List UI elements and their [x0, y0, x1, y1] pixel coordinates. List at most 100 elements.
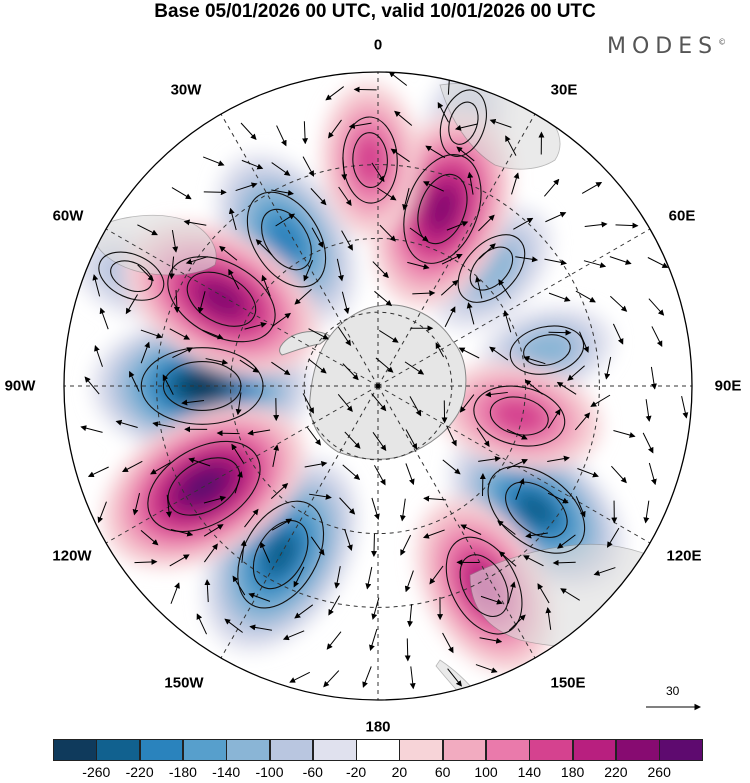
wind-arrow [80, 425, 103, 433]
lon-label-30e: 30E [550, 81, 578, 99]
wind-arrow [440, 279, 459, 296]
wind-arrow [399, 498, 406, 522]
wind-arrow [645, 399, 652, 422]
wind-arrow [498, 279, 512, 299]
wind-arrow [169, 328, 191, 340]
wind-arrow [202, 156, 225, 166]
wind-arrow [271, 189, 294, 196]
wind-arrow [248, 592, 271, 602]
wind-arrow [375, 357, 394, 373]
colorbar-tick-label: 20 [391, 764, 408, 780]
wind-arrow [275, 213, 296, 227]
wind-arrow [447, 668, 462, 687]
colorbar-swatch [399, 739, 444, 761]
wind-arrow [172, 347, 194, 358]
wind-arrow [460, 524, 482, 535]
wind-arrow [271, 361, 291, 376]
low-15e-contour [448, 101, 479, 145]
wind-arrow [478, 455, 501, 462]
wind-arrow [459, 394, 475, 413]
latitude-circle [156, 164, 600, 608]
wind-arrow [308, 358, 327, 374]
wind-arrow [247, 429, 271, 436]
wind-arrow [306, 426, 321, 446]
lon-label-180: 180 [365, 718, 391, 736]
low-60w-contour [261, 208, 312, 271]
wind-arrow [339, 497, 356, 515]
low-90w-contour [162, 361, 242, 411]
wind-arrow [92, 274, 101, 297]
wind-arrow [613, 430, 636, 438]
wind-arrow [441, 253, 463, 265]
wind-arrow [170, 529, 194, 537]
wind-arrow [326, 631, 342, 650]
lon-label-90e: 90E [714, 377, 742, 395]
colorbar-swatch [486, 739, 530, 761]
wind-arrow [173, 290, 180, 314]
wind-arrow [648, 462, 657, 486]
low-120e-contour [487, 465, 586, 554]
wind-arrow [506, 458, 528, 470]
lon-label-0: 0 [373, 36, 383, 54]
wind-arrow [454, 123, 478, 131]
wind-arrow [125, 294, 138, 315]
wind-arrow [394, 110, 413, 126]
wind-arrow [196, 613, 207, 635]
wind-arrow [376, 187, 397, 201]
wind-arrow [272, 312, 291, 327]
colorbar-tick-label: 260 [647, 764, 671, 780]
wind-arrow [437, 101, 449, 123]
colorbar-swatch [529, 739, 574, 761]
colorbar-tick-label: -140 [212, 764, 241, 780]
wind-arrow [219, 245, 238, 261]
lon-label-30w: 30W [170, 81, 202, 99]
brand-copyright-mark: © [718, 37, 727, 47]
wind-arrow [409, 396, 422, 417]
high-120w-contour [147, 440, 261, 533]
wind-arrow [390, 148, 410, 163]
wind-arrow [604, 356, 612, 380]
wind-arrow [255, 239, 273, 256]
contour-lines [98, 89, 586, 635]
wind-arrow [642, 432, 654, 454]
wind-arrow [590, 394, 611, 407]
high-100e-contour [473, 385, 566, 447]
wind-arrow [371, 162, 385, 183]
colorbar-tick-label: 220 [604, 764, 628, 780]
wind-arrow [337, 326, 351, 347]
wind-arrow [651, 326, 663, 347]
wind-arrow [342, 464, 361, 480]
wind-arrow [537, 583, 550, 604]
wind-arrow [378, 330, 399, 343]
wind-arrow [323, 670, 340, 688]
wind-arrow [183, 219, 207, 226]
wind-arrow [409, 666, 416, 690]
wind-arrow [523, 355, 546, 365]
low-70e-contour [509, 325, 585, 375]
wind-arrow [515, 256, 539, 263]
lon-label-150w: 150W [164, 674, 204, 692]
wind-arrow [371, 497, 380, 520]
wind-arrow [338, 186, 352, 206]
high-20e-contour [417, 173, 468, 245]
colorbar-tick-label: 180 [560, 764, 585, 780]
lon-label-120e: 120E [666, 547, 702, 565]
high-0-contour [352, 132, 388, 189]
south-pole-marker [375, 383, 381, 389]
wind-arrow [556, 381, 577, 395]
high-150e-contour [445, 536, 523, 635]
wind-arrow [140, 329, 163, 339]
wind-arrow [309, 493, 332, 500]
colorbar-tick-label: -260 [82, 764, 111, 780]
wind-arrow [334, 566, 341, 589]
wind-arrow [239, 359, 260, 373]
wind-arrow [188, 457, 211, 467]
high-20e-contour [403, 154, 482, 264]
wind-arrow [121, 460, 143, 473]
wind-arrow [446, 425, 457, 447]
colorbar-tick-label: -180 [168, 764, 197, 780]
wind-arrow [302, 393, 314, 414]
wind-arrow [168, 256, 175, 280]
wind-arrow [515, 478, 525, 500]
low-15e-contour [439, 89, 487, 157]
